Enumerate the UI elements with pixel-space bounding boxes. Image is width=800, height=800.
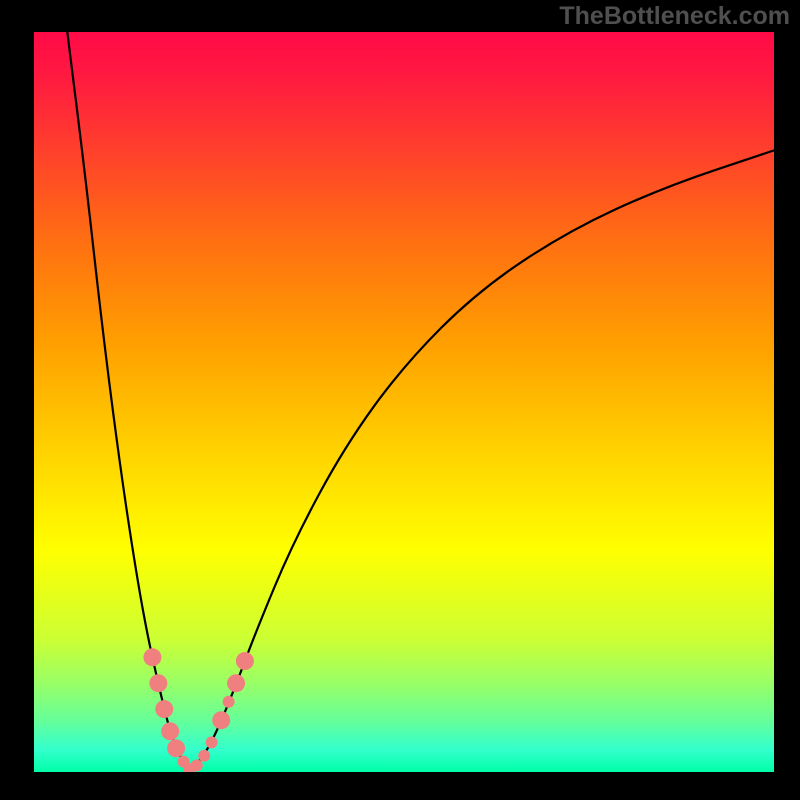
marker-point: [161, 722, 179, 740]
chart-container: TheBottleneck.com: [0, 0, 800, 800]
marker-point: [198, 750, 210, 762]
marker-point: [212, 711, 230, 729]
marker-point: [155, 700, 173, 718]
marker-point: [167, 739, 185, 757]
bottleneck-v-curve-chart: [34, 32, 774, 772]
marker-point: [223, 696, 235, 708]
marker-point: [227, 674, 245, 692]
watermark-text: TheBottleneck.com: [559, 2, 790, 31]
marker-point: [236, 652, 254, 670]
marker-point: [143, 648, 161, 666]
marker-point: [206, 736, 218, 748]
marker-point: [191, 759, 203, 771]
marker-point: [149, 674, 167, 692]
